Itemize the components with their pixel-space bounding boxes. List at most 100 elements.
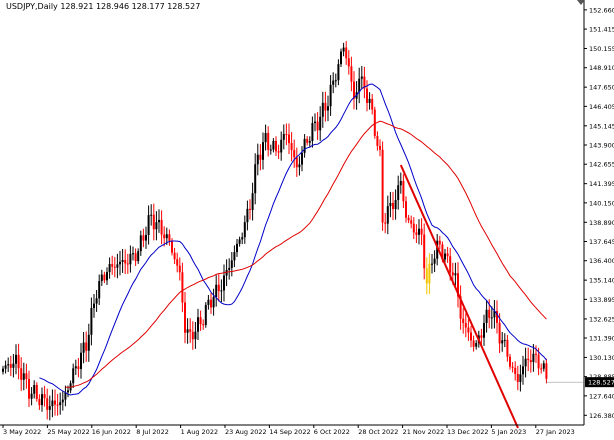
candle-body <box>389 202 392 207</box>
candle <box>493 299 496 329</box>
candle <box>340 48 342 67</box>
price-tick-label: 145.145 <box>589 122 614 130</box>
candle <box>436 233 439 266</box>
time-tick-label: 14 Sep 2022 <box>269 428 310 436</box>
candle-body <box>441 244 444 260</box>
candle <box>431 254 433 274</box>
candle-body <box>483 323 485 338</box>
candle <box>7 357 10 372</box>
candle-body <box>199 317 202 325</box>
candle <box>389 191 392 218</box>
candle-body <box>407 217 410 221</box>
candle-body <box>246 208 249 223</box>
candle-body <box>48 406 51 410</box>
time-tick-label: 25 May 2022 <box>47 428 89 436</box>
candle <box>490 306 493 329</box>
candle-body <box>119 261 121 265</box>
candle-body <box>366 88 368 103</box>
candle-body <box>360 76 363 79</box>
candle-body <box>220 290 223 292</box>
candle-body <box>519 374 522 382</box>
candle <box>230 252 233 277</box>
blue-moving-average-line <box>39 83 547 396</box>
candle-body <box>116 264 119 268</box>
candle <box>371 94 374 115</box>
candle <box>457 262 459 308</box>
candle <box>418 219 420 245</box>
candle <box>532 344 535 372</box>
candle-body <box>51 400 54 407</box>
candle-body <box>184 302 186 333</box>
candle-body <box>532 353 535 363</box>
candle-body <box>373 109 376 136</box>
candle-body <box>288 134 290 144</box>
candle <box>301 146 303 172</box>
candle-body <box>28 379 30 399</box>
candle-body <box>72 368 75 384</box>
candle-body <box>535 353 537 355</box>
candle <box>100 269 103 286</box>
candle <box>501 331 504 352</box>
candle <box>38 394 41 410</box>
candle-body <box>392 202 394 210</box>
candle <box>225 259 228 287</box>
candle <box>251 182 254 221</box>
candle <box>129 245 132 273</box>
candle <box>535 345 537 363</box>
candle <box>77 358 80 378</box>
candle-body <box>7 364 10 366</box>
candle <box>51 389 54 418</box>
candle <box>202 319 205 330</box>
candle-body <box>480 335 483 338</box>
chart-shift-marker-icon[interactable] <box>577 0 585 5</box>
candle <box>155 211 158 241</box>
candle-body <box>384 222 387 224</box>
candle <box>433 250 436 273</box>
candle <box>54 389 56 416</box>
candle-body <box>54 400 56 405</box>
candle-body <box>306 138 309 143</box>
candles-layer <box>2 40 548 421</box>
candle-body <box>165 234 168 239</box>
candle <box>381 141 384 231</box>
candle <box>17 343 20 380</box>
candle-body <box>524 358 527 367</box>
candle-body <box>15 354 17 364</box>
candle-body <box>379 145 381 150</box>
candle-body <box>485 309 488 324</box>
candle-body <box>428 263 431 284</box>
candle-body <box>207 299 210 305</box>
candle <box>332 72 335 94</box>
price-tick-label: 128.885 <box>589 373 614 381</box>
candle-body <box>522 366 524 375</box>
candle-body <box>230 260 233 268</box>
candle <box>275 136 277 156</box>
candle-body <box>444 253 446 260</box>
candle-body <box>74 366 77 369</box>
candle-body <box>160 219 163 235</box>
candle-body <box>2 368 4 372</box>
candle-body <box>334 80 337 82</box>
candle-body <box>181 272 184 303</box>
chart-title: USDJPY,Daily 128.921 128.946 128.177 128… <box>6 2 200 11</box>
candle-body <box>173 252 176 260</box>
candle-body <box>503 339 506 341</box>
candle <box>95 290 98 312</box>
candle <box>106 267 108 286</box>
candle <box>241 232 244 245</box>
candle <box>43 385 46 407</box>
candle-body <box>225 269 228 276</box>
candle-body <box>342 47 345 52</box>
candle-body <box>527 358 530 361</box>
candle-body <box>171 240 173 253</box>
candle-body <box>20 368 23 380</box>
candle <box>119 250 121 276</box>
candle <box>470 325 472 348</box>
candle-body <box>152 214 155 230</box>
candle-body <box>490 317 493 319</box>
candle-body <box>129 253 132 265</box>
candle <box>402 174 405 208</box>
candle-body <box>303 138 306 153</box>
